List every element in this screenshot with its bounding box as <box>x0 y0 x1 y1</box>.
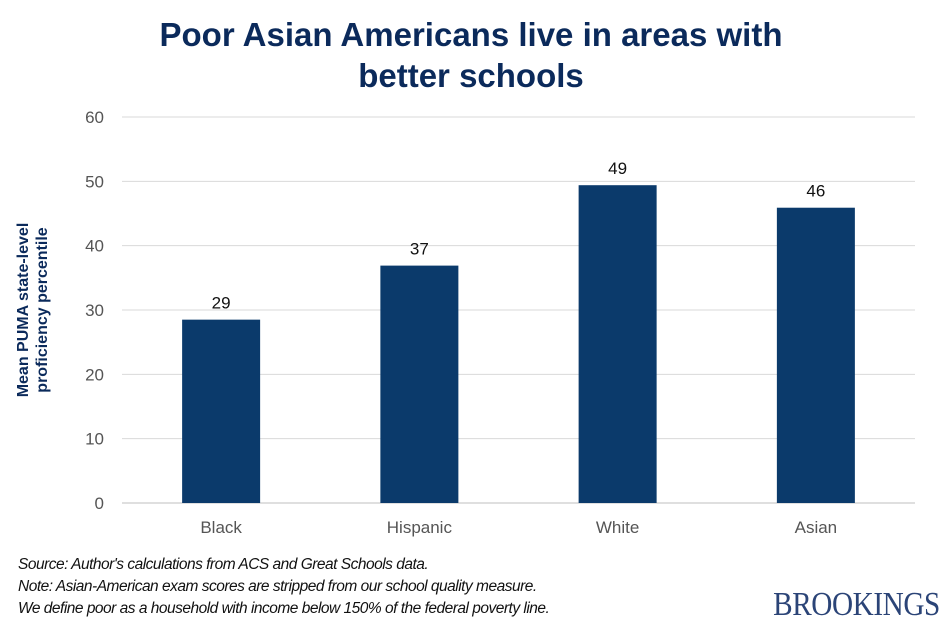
note-text: Note: Asian-American exam scores are str… <box>18 578 537 595</box>
source-note: Source: Author's calculations from ACS a… <box>18 556 429 573</box>
y-tick-label: 10 <box>85 430 104 449</box>
y-tick-label: 50 <box>85 172 104 191</box>
y-axis-label: Mean PUMA state-level proficiency percen… <box>14 180 52 440</box>
data-label: 29 <box>212 294 231 313</box>
title-line-2: better schools <box>358 57 584 94</box>
x-tick-label: Asian <box>795 518 838 537</box>
bar-hispanic <box>380 265 459 503</box>
x-tick-label: White <box>596 518 639 537</box>
bar-black <box>182 319 261 503</box>
y-tick-label: 20 <box>85 365 104 384</box>
title-line-1: Poor Asian Americans live in areas with <box>159 16 783 53</box>
x-tick-label: Hispanic <box>387 518 453 537</box>
bar-white <box>578 185 657 503</box>
data-label: 46 <box>806 182 825 201</box>
data-label: 37 <box>410 240 429 259</box>
y-tick-label: 30 <box>85 301 104 320</box>
brookings-logo: BROOKINGS <box>773 586 940 623</box>
data-label: 49 <box>608 159 627 178</box>
y-tick-label: 40 <box>85 237 104 256</box>
y-axis-label-line-2: proficiency percentile <box>34 227 51 393</box>
bar-asian <box>776 207 855 503</box>
x-tick-label: Black <box>200 518 242 537</box>
chart-title: Poor Asian Americans live in areas with … <box>0 14 942 96</box>
y-tick-label: 0 <box>95 494 104 513</box>
y-tick-label: 60 <box>85 108 104 127</box>
y-axis-label-line-1: Mean PUMA state-level <box>15 222 32 398</box>
definition-note: We define poor as a household with incom… <box>18 600 550 617</box>
source-notes: Source: Author's calculations from ACS a… <box>18 554 550 620</box>
